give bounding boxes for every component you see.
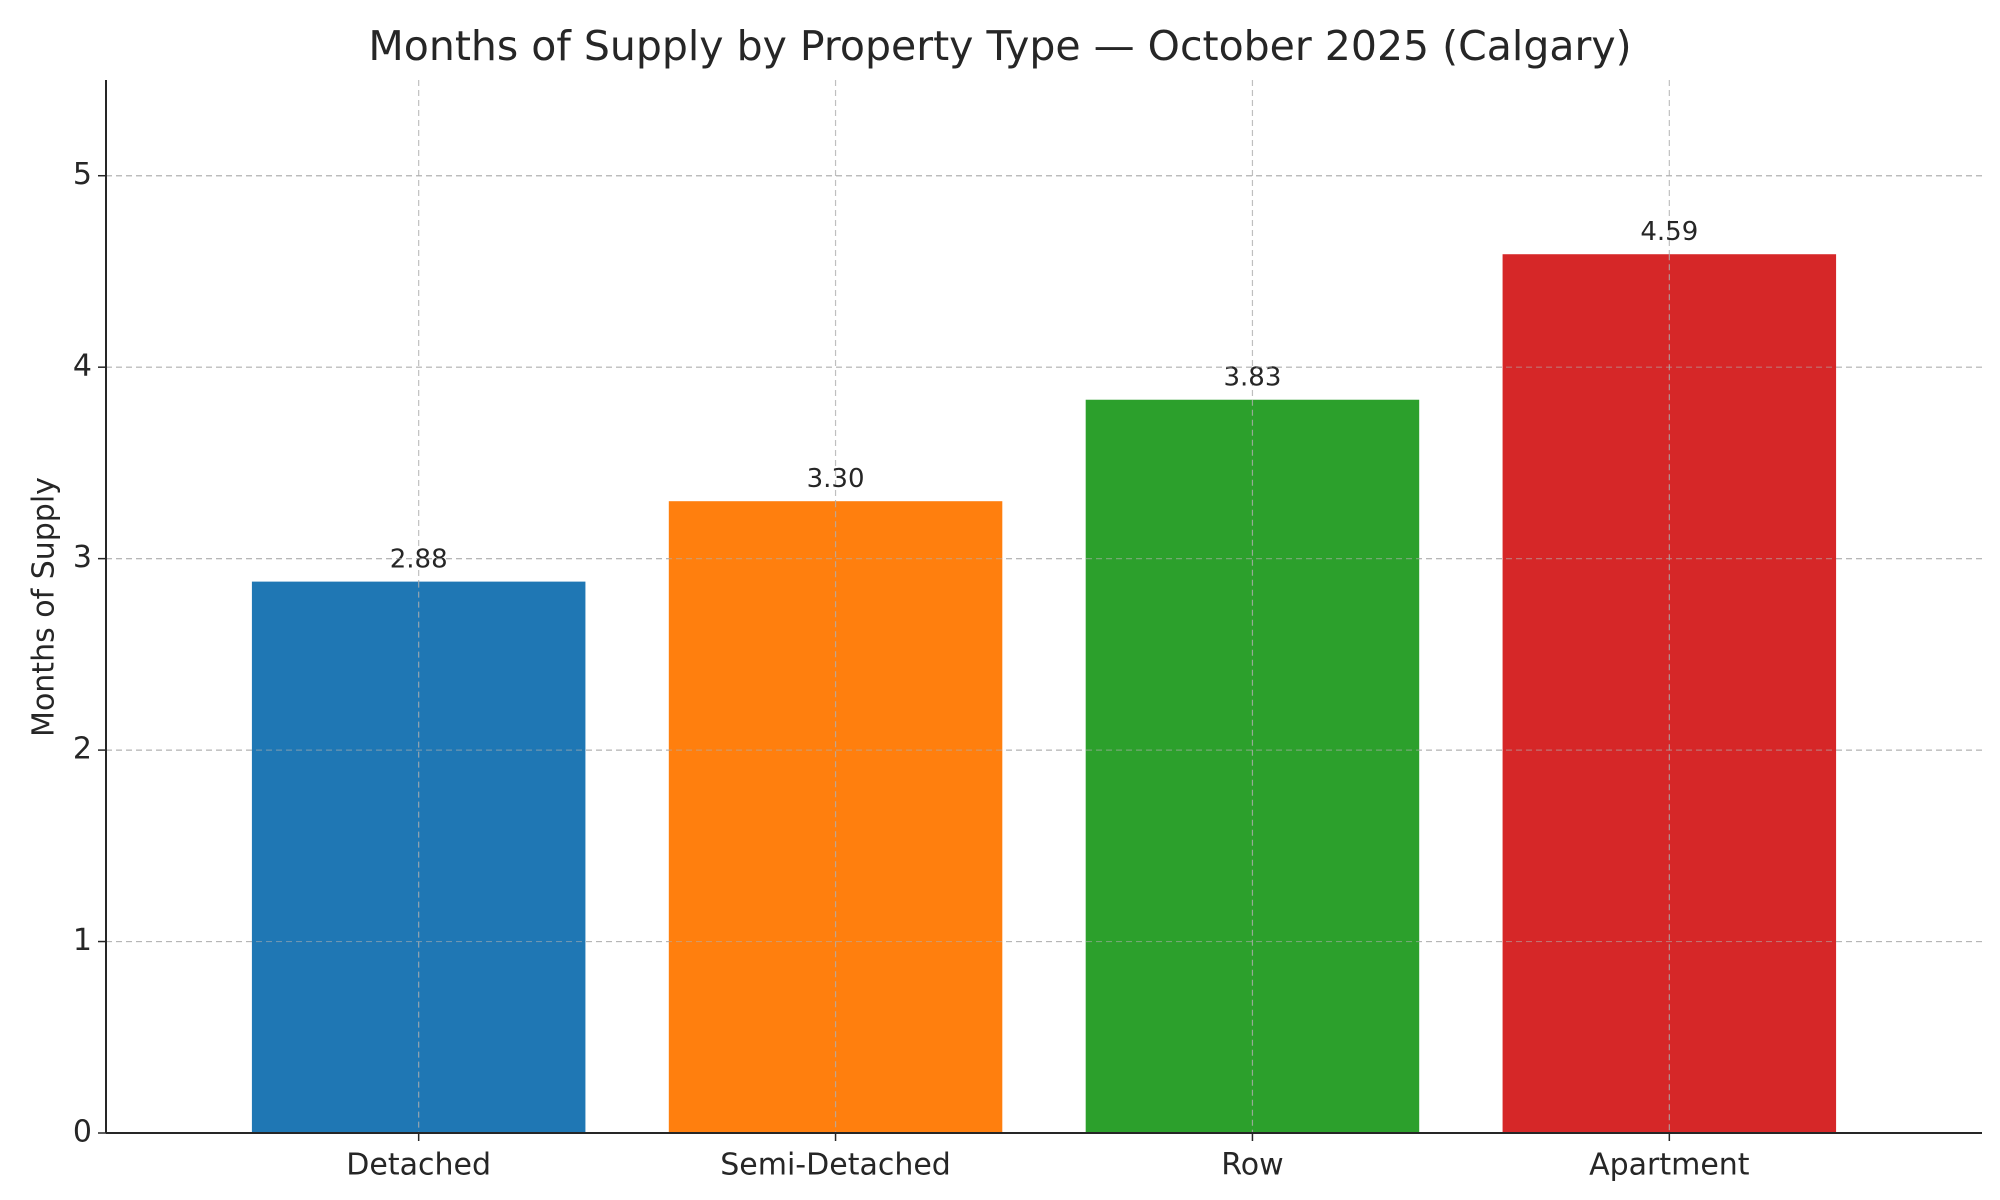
data-label: 2.88: [390, 545, 448, 575]
x-tick-label: Detached: [346, 1148, 491, 1183]
data-label: 3.83: [1223, 363, 1281, 393]
x-tick-label: Semi-Detached: [720, 1148, 951, 1183]
data-label: 4.59: [1640, 217, 1698, 247]
x-tick-label: Row: [1221, 1148, 1283, 1183]
y-tick-label: 3: [73, 540, 92, 575]
x-tick-label: Apartment: [1589, 1148, 1750, 1183]
y-tick-label: 2: [73, 732, 92, 767]
y-tick-label: 5: [73, 157, 92, 192]
y-tick-label: 1: [73, 923, 92, 958]
y-tick-label: 4: [73, 349, 92, 384]
chart-title: Months of Supply by Property Type — Octo…: [368, 22, 1632, 70]
data-label: 3.30: [807, 464, 865, 494]
y-tick-label: 0: [73, 1115, 92, 1150]
